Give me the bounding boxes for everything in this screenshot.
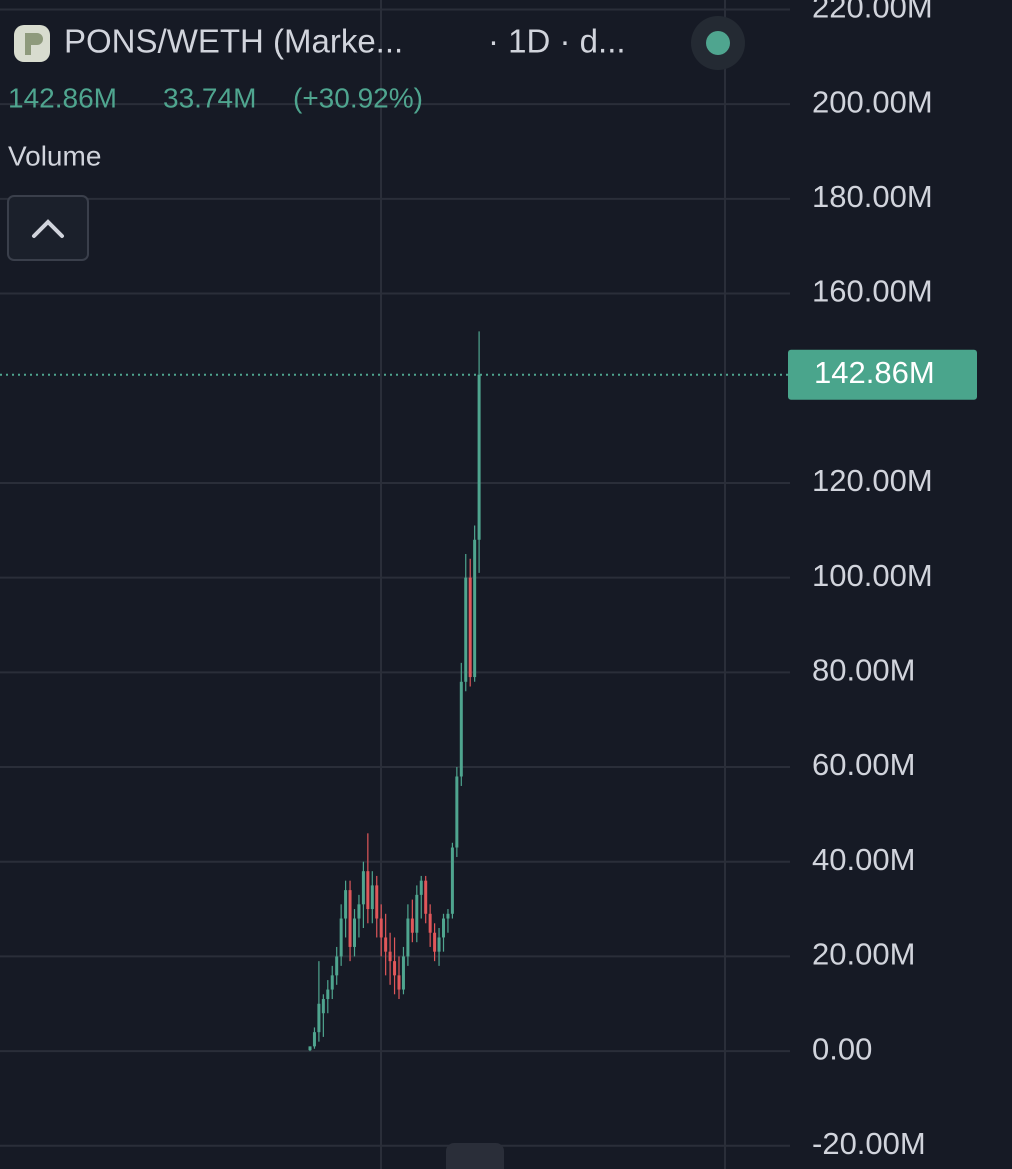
candle-body (397, 975, 401, 990)
y-tick-label: -20.00M (812, 1126, 926, 1161)
symbol-icon-glyph (25, 33, 43, 55)
candle-body (406, 918, 410, 957)
candle-body (384, 937, 388, 952)
candle-body (353, 918, 356, 947)
y-tick-label: 40.00M (812, 842, 915, 877)
status-dot (706, 31, 730, 55)
candle-body (446, 913, 450, 919)
candle-body (428, 913, 432, 933)
candle-body (388, 951, 392, 962)
candle-body (361, 871, 365, 905)
change-percent: (+30.92%) (293, 82, 423, 113)
candle-body (330, 975, 334, 990)
candle-body (344, 890, 348, 919)
candle-body (415, 894, 419, 933)
y-tick-label: 60.00M (812, 747, 915, 782)
candle-body (401, 956, 405, 990)
candle-body (455, 776, 459, 848)
candle-body (464, 577, 468, 682)
candle-body (317, 1003, 321, 1033)
candle-body (308, 1046, 312, 1051)
candle-body (335, 956, 339, 976)
candle-body (419, 880, 423, 895)
candle-body (326, 989, 330, 1000)
interval: · 1D · d... (488, 23, 626, 60)
candle-body (375, 885, 379, 919)
symbol-name: PONS/WETH (Marke... (64, 23, 403, 60)
price-label: 142.86M (814, 355, 935, 390)
candle-body (442, 918, 445, 938)
indicator-name: Volume (8, 140, 101, 171)
candle-body (366, 871, 370, 910)
candle-body (468, 577, 472, 678)
y-tick-label: 180.00M (812, 179, 933, 214)
change-value: 33.74M (163, 82, 256, 113)
chevron-icon (32, 219, 64, 238)
last-value: 142.86M (8, 82, 117, 113)
candle-body (370, 885, 374, 910)
candle-body (348, 890, 352, 947)
y-tick-label: 160.00M (812, 274, 933, 309)
collapse-button[interactable] (7, 195, 89, 261)
candle-body (433, 932, 437, 952)
y-tick-label: 220.00M (812, 0, 933, 25)
candle-body (321, 999, 325, 1014)
candle-body (424, 880, 428, 914)
candle-body (450, 847, 454, 914)
candle-body (357, 904, 361, 919)
y-tick-label: 100.00M (812, 558, 933, 593)
y-tick-label: 200.00M (812, 84, 933, 119)
candle-body (379, 918, 383, 938)
y-tick-label: 120.00M (812, 463, 933, 498)
candle-body (459, 681, 463, 777)
candle-body (473, 539, 477, 678)
candle-body (312, 1032, 316, 1047)
scroll-button[interactable] (446, 1143, 504, 1169)
candle-body (437, 937, 441, 952)
y-tick-label: 80.00M (812, 653, 915, 688)
y-tick-label: 20.00M (812, 937, 915, 972)
price-label-box (788, 349, 977, 400)
candle-body (339, 918, 343, 957)
candle-body (393, 961, 397, 976)
y-tick-label: 0.00 (812, 1031, 872, 1066)
candle-body (477, 374, 481, 540)
candle-body (410, 918, 414, 933)
